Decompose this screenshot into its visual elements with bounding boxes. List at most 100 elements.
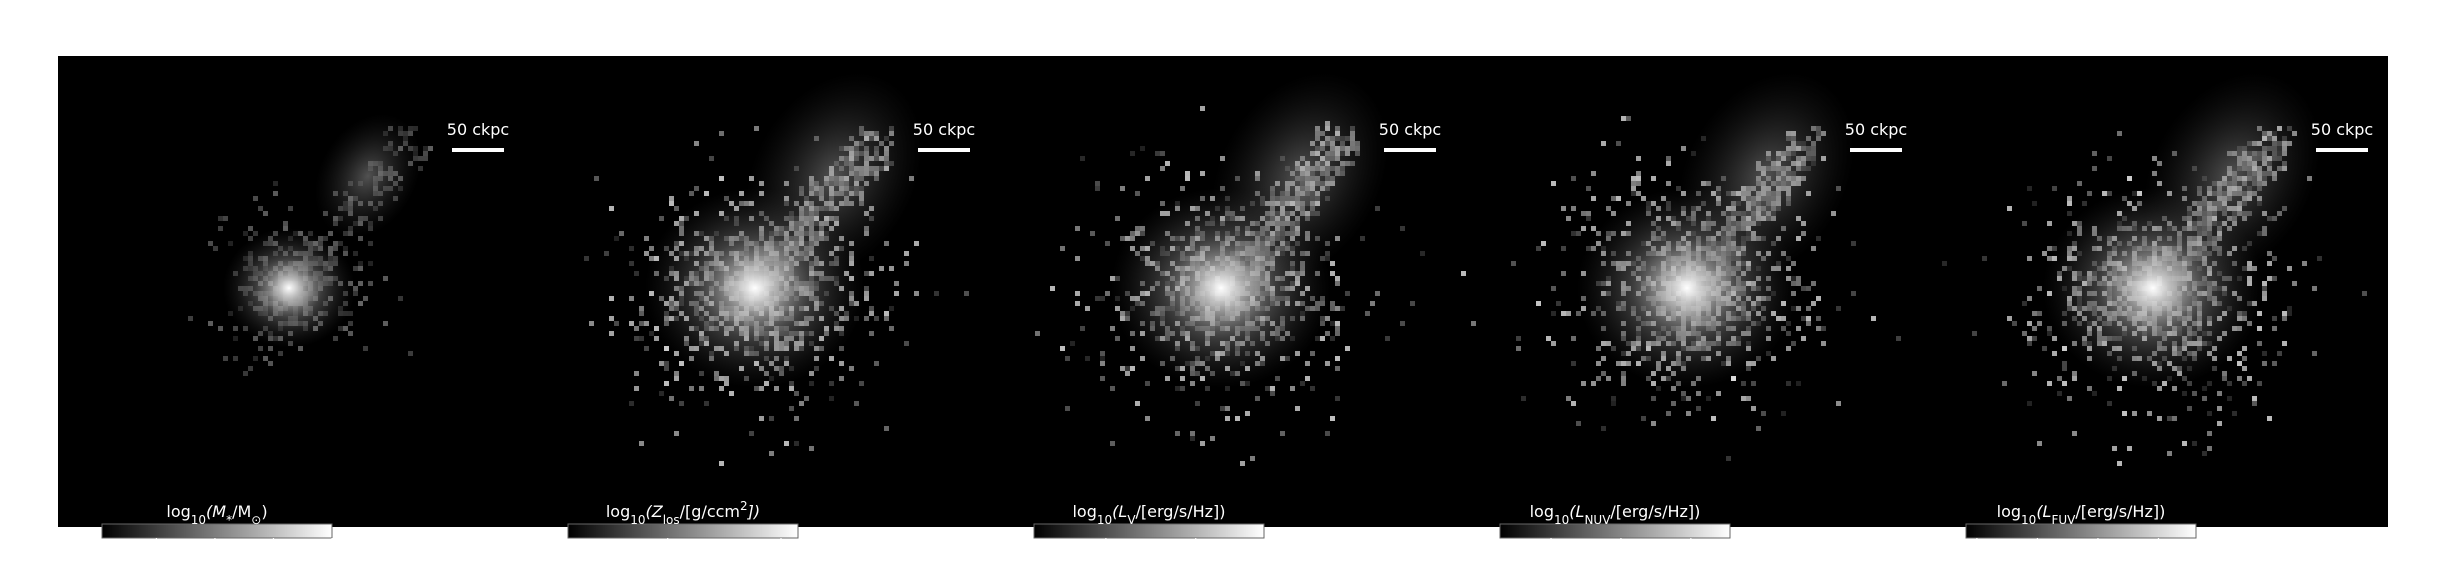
image-pixel	[1806, 286, 1811, 291]
image-pixel	[1561, 246, 1566, 251]
image-pixel	[273, 181, 278, 186]
image-pixel	[884, 426, 889, 431]
image-pixel	[423, 151, 428, 156]
image-pixel	[243, 371, 248, 376]
image-pixel	[1972, 331, 1977, 336]
image-pixel	[839, 361, 844, 366]
image-pixel	[1806, 306, 1811, 311]
image-pixel	[1155, 151, 1160, 156]
colorbar	[1034, 524, 1264, 538]
image-pixel	[609, 206, 614, 211]
image-pixel	[1325, 331, 1330, 336]
image-pixel	[609, 331, 614, 336]
image-pixel	[288, 206, 293, 211]
image-pixel	[874, 316, 879, 321]
image-pixel	[1305, 361, 1310, 366]
image-pixel	[1100, 356, 1105, 361]
image-pixel	[2127, 446, 2132, 451]
image-pixel	[233, 336, 238, 341]
image-pixel	[1611, 401, 1616, 406]
image-pixel	[1631, 191, 1636, 196]
image-pixel	[368, 281, 373, 286]
image-pixel	[363, 296, 368, 301]
image-pixel	[594, 176, 599, 181]
image-pixel	[1195, 401, 1200, 406]
image-pixel	[1110, 441, 1115, 446]
image-pixel	[1811, 281, 1816, 286]
image-pixel	[248, 226, 253, 231]
image-pixel	[1621, 381, 1626, 386]
image-pixel	[1546, 336, 1551, 341]
image-pixel	[1786, 346, 1791, 351]
image-pixel	[1816, 316, 1821, 321]
image-pixel	[1110, 386, 1115, 391]
image-pixel	[223, 216, 228, 221]
scalebar-label: 50 ckpc	[1845, 120, 1907, 139]
image-pixel	[1330, 306, 1335, 311]
image-pixel	[1200, 441, 1205, 446]
image-pixel	[1200, 171, 1205, 176]
image-pixel	[1080, 156, 1085, 161]
image-pixel	[664, 366, 669, 371]
image-pixel	[1365, 311, 1370, 316]
image-pixel	[208, 321, 213, 326]
image-pixel	[1330, 321, 1335, 326]
image-pixel	[884, 241, 889, 246]
image-pixel	[1836, 401, 1841, 406]
image-pixel	[829, 381, 834, 386]
image-pixel	[639, 336, 644, 341]
image-pixel	[1651, 176, 1656, 181]
image-pixel	[1681, 396, 1686, 401]
image-pixel	[1070, 341, 1075, 346]
image-pixel	[634, 371, 639, 376]
image-pixel	[1100, 351, 1105, 356]
image-pixel	[1085, 356, 1090, 361]
image-pixel	[1115, 216, 1120, 221]
image-pixel	[664, 361, 669, 366]
image-pixel	[1335, 281, 1340, 286]
image-pixel	[1130, 366, 1135, 371]
image-pixel	[1110, 326, 1115, 331]
image-pixel	[1120, 186, 1125, 191]
image-pixel	[1666, 156, 1671, 161]
image-pixel	[268, 346, 273, 351]
image-pixel	[1791, 341, 1796, 346]
image-pixel	[629, 321, 634, 326]
image-pixel	[964, 291, 969, 296]
colorbar-label-part: (L	[1112, 502, 1127, 521]
image-pixel	[1631, 181, 1636, 186]
colorbar-label-part: log	[166, 502, 190, 521]
colorbar-label-part: /[g/ccm	[680, 502, 740, 521]
colorbar-label-part: log	[1530, 502, 1554, 521]
image-pixel	[1616, 141, 1621, 146]
image-pixel	[604, 251, 609, 256]
image-pixel	[1851, 241, 1856, 246]
image-pixel	[894, 291, 899, 296]
image-pixel	[1551, 341, 1556, 346]
image-pixel	[248, 366, 253, 371]
image-pixel	[1666, 161, 1671, 166]
image-pixel	[1516, 346, 1521, 351]
image-pixel	[874, 361, 879, 366]
image-pixel	[1320, 336, 1325, 341]
image-pixel	[1811, 301, 1816, 306]
image-pixel	[263, 356, 268, 361]
image-pixel	[1511, 261, 1516, 266]
colorbar-label-part: log	[606, 502, 630, 521]
image-pixel	[1596, 361, 1601, 366]
image-pixel	[689, 191, 694, 196]
image-pixel	[343, 246, 348, 251]
image-pixel	[1270, 391, 1275, 396]
image-pixel	[694, 141, 699, 146]
image-pixel	[639, 321, 644, 326]
image-pixel	[1636, 191, 1641, 196]
image-pixel	[258, 346, 263, 351]
image-pixel	[749, 431, 754, 436]
image-pixel	[258, 206, 263, 211]
image-pixel	[904, 261, 909, 266]
image-pixel	[1631, 176, 1636, 181]
image-pixel	[1581, 381, 1586, 386]
image-pixel	[2027, 341, 2032, 346]
image-pixel	[719, 461, 724, 466]
colorbar-label-part: /[erg/s/Hz])	[1136, 502, 1226, 521]
